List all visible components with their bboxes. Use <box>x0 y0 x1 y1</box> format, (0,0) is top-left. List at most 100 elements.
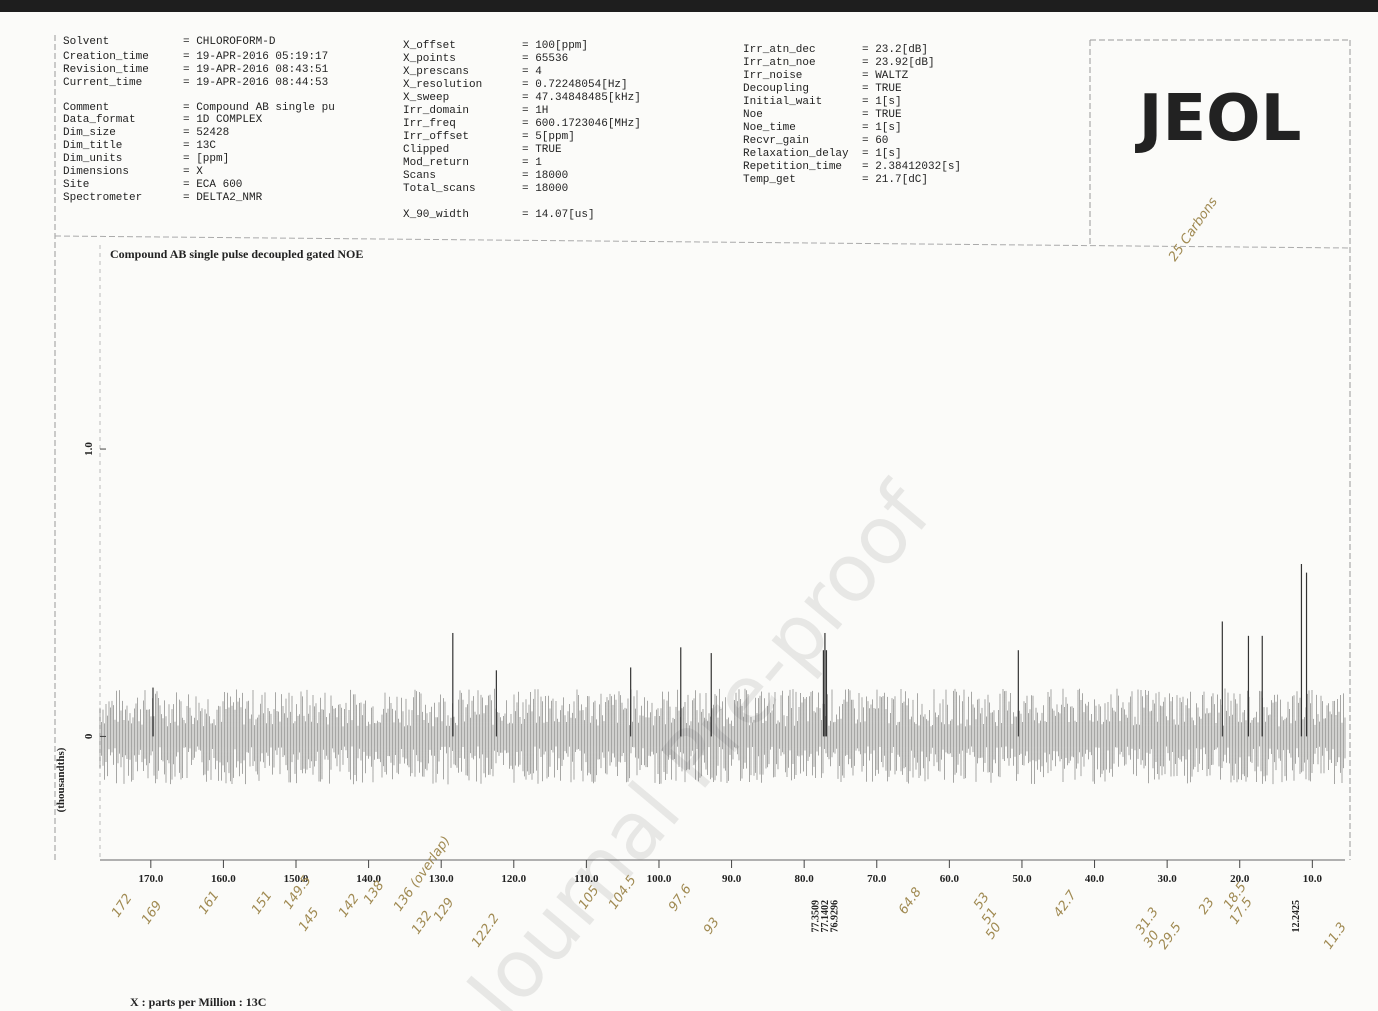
param-key: Scans <box>403 170 436 182</box>
x-tick-label: 140.0 <box>356 873 381 885</box>
x-tick-label: 70.0 <box>867 873 887 885</box>
param-key: Irr_freq <box>403 118 456 130</box>
param-value: = [ppm] <box>183 153 229 165</box>
param-key: Current_time <box>63 77 142 89</box>
param-value: = 52428 <box>183 127 229 139</box>
param-key: Repetition_time <box>743 161 842 173</box>
param-key: X_points <box>403 53 456 65</box>
param-key: Creation_time <box>63 51 149 63</box>
param-key: Initial_wait <box>743 96 822 108</box>
param-value: = 19-APR-2016 08:44:53 <box>183 77 328 89</box>
param-key: Decoupling <box>743 83 809 95</box>
param-key: Dim_size <box>63 127 116 139</box>
param-value: = 23.2[dB] <box>862 44 928 56</box>
x-tick-label: 30.0 <box>1158 873 1178 885</box>
x-tick-label: 170.0 <box>138 873 163 885</box>
x-tick-label: 100.0 <box>647 873 672 885</box>
param-value: = 4 <box>522 66 542 78</box>
param-value: = 1D COMPLEX <box>183 114 263 126</box>
param-key: Irr_atn_dec <box>743 44 816 56</box>
param-value: = CHLOROFORM-D <box>183 36 276 48</box>
param-value: = 23.92[dB] <box>862 57 935 69</box>
param-value: = 18000 <box>522 183 568 195</box>
param-value: = 100[ppm] <box>522 40 588 52</box>
x-tick-label: 50.0 <box>1012 873 1032 885</box>
param-value: = TRUE <box>522 144 562 156</box>
param-value: = 47.34848485[kHz] <box>522 92 641 104</box>
param-key: Noe_time <box>743 122 796 134</box>
param-key: Spectrometer <box>63 192 142 204</box>
param-value: = 19-APR-2016 08:43:51 <box>183 64 329 76</box>
param-value: = DELTA2_NMR <box>183 192 263 204</box>
param-value: = 14.07[us] <box>522 209 595 221</box>
param-value: = TRUE <box>862 83 902 95</box>
param-key: Irr_domain <box>403 105 469 117</box>
param-value: = 0.72248054[Hz] <box>522 79 628 91</box>
param-value: = 1[s] <box>862 96 902 108</box>
param-key: Relaxation_delay <box>743 148 849 160</box>
param-value: = 5[ppm] <box>522 131 575 143</box>
param-key: Revision_time <box>63 64 149 76</box>
param-value: = 1[s] <box>862 122 902 134</box>
noise-baseline <box>99 688 1346 785</box>
x-tick-label: 10.0 <box>1303 873 1323 885</box>
x-tick-label: 150.0 <box>284 873 309 885</box>
param-key: Total_scans <box>403 183 476 195</box>
param-value: = 1[s] <box>862 148 902 160</box>
param-value: = 21.7[dC] <box>862 174 928 186</box>
x-tick-label: 40.0 <box>1085 873 1105 885</box>
param-key: Data_format <box>63 114 136 126</box>
param-key: Site <box>63 179 89 191</box>
x-tick-label: 20.0 <box>1230 873 1250 885</box>
param-value: = 19-APR-2016 05:19:17 <box>183 51 328 63</box>
param-value: = TRUE <box>862 109 902 121</box>
param-value: = 1H <box>522 105 548 117</box>
param-key: Recvr_gain <box>743 135 809 147</box>
y-tick-label: 0 <box>83 733 95 739</box>
param-value: = X <box>183 166 203 178</box>
peak-label: 12.2425 <box>1291 900 1302 933</box>
x-axis-label: X : parts per Million : 13C <box>130 995 266 1009</box>
peak-label: 77.1402 <box>820 900 831 933</box>
param-key: Irr_offset <box>403 131 469 143</box>
x-tick-label: 110.0 <box>574 873 599 885</box>
param-value: = Compound AB single pu <box>183 102 335 114</box>
x-tick-label: 90.0 <box>722 873 742 885</box>
param-key: X_sweep <box>403 92 449 104</box>
param-value: = 60 <box>862 135 888 147</box>
peak-label: 76.9296 <box>829 900 840 933</box>
peak-label: 77.3509 <box>810 900 821 933</box>
param-key: Temp_get <box>743 174 796 186</box>
x-tick-label: 160.0 <box>211 873 236 885</box>
param-value: = 1 <box>522 157 542 169</box>
header: Solvent = CHLOROFORM-D Creation_time = 19-A… <box>63 36 961 221</box>
param-key: Dim_units <box>63 153 122 165</box>
logo: JEOL <box>1135 82 1302 156</box>
param-key: Mod_return <box>403 157 469 169</box>
param-key: Clipped <box>403 144 449 156</box>
param-key: X_prescans <box>403 66 469 78</box>
param-key: Dim_title <box>63 140 122 152</box>
param-value: = 65536 <box>522 53 568 65</box>
param-key: X_resolution <box>403 79 482 91</box>
param-value: = WALTZ <box>862 70 909 82</box>
param-key: Irr_noise <box>743 70 802 82</box>
param-value: = 2.38412032[s] <box>862 161 961 173</box>
param-key: Dimensions <box>63 166 129 178</box>
param-key: Solvent <box>63 36 109 48</box>
x-tick-label: 60.0 <box>940 873 960 885</box>
y-axis-label: (thousandths) <box>55 747 67 812</box>
x-tick-label: 80.0 <box>795 873 815 885</box>
param-value: = ECA 600 <box>183 179 242 191</box>
param-key: X_90_width <box>403 209 469 221</box>
param-key: Irr_atn_noe <box>743 57 816 69</box>
scan-edge <box>0 0 1378 12</box>
chart-title: Compound AB single pulse decoupled gated… <box>110 247 363 261</box>
param-value: = 18000 <box>522 170 568 182</box>
x-tick-label: 130.0 <box>429 873 454 885</box>
x-tick-label: 120.0 <box>501 873 526 885</box>
y-tick-label: 1.0 <box>83 442 95 456</box>
param-key: X_offset <box>403 40 456 52</box>
